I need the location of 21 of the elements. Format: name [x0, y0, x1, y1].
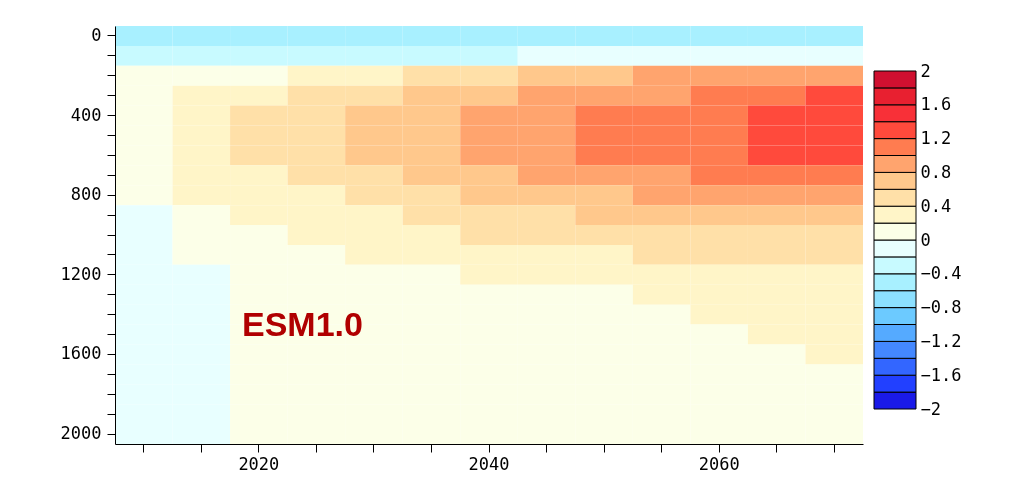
- color-bar-label: −0.4: [920, 263, 962, 284]
- color-bar-label: 0.8: [920, 161, 952, 182]
- y-tick-label: 2000: [60, 423, 102, 444]
- color-bar-label: −0.8: [920, 297, 962, 318]
- y-tick-label: 400: [70, 104, 102, 125]
- color-bar-label: 0.4: [920, 195, 952, 216]
- x-tick-label: 2060: [698, 453, 740, 474]
- annotation: ESM1.0: [242, 305, 363, 343]
- color-bar-label: −1.2: [920, 330, 962, 351]
- color-bar-label: 1.2: [920, 128, 952, 149]
- x-tick-label: 2020: [238, 453, 280, 474]
- x-tick-label: 2040: [468, 453, 510, 474]
- color-bar-label: −2: [920, 398, 941, 419]
- color-bar-label: −1.6: [920, 364, 962, 385]
- color-bar-label: 0: [920, 229, 931, 250]
- color-bar-label: 2: [920, 60, 931, 81]
- y-tick-label: 1600: [60, 343, 102, 364]
- color-bar-label: 1.6: [920, 94, 952, 115]
- y-tick-label: 800: [70, 184, 102, 205]
- y-tick-label: 1200: [60, 263, 102, 284]
- y-tick-label: 0: [91, 24, 102, 45]
